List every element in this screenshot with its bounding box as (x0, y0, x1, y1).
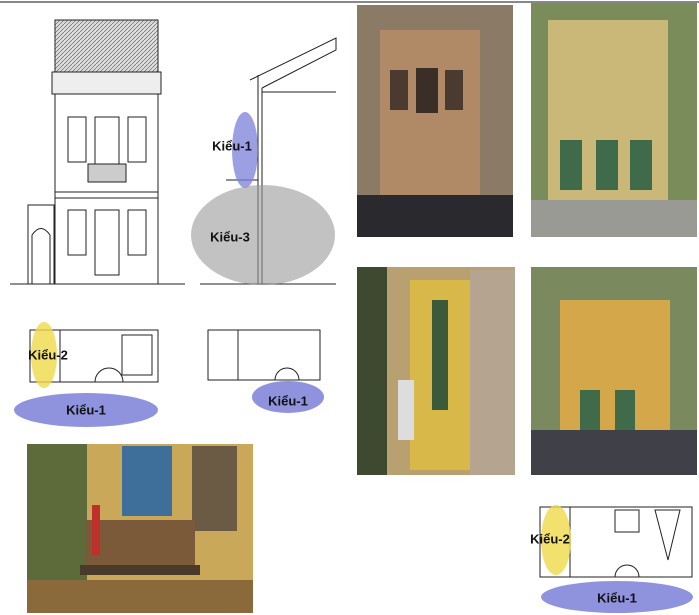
label: Kiểu-1 (212, 138, 252, 153)
highlight-ellipse (541, 581, 693, 613)
label: Kiểu-1 (268, 393, 308, 408)
label: Kiểu-2 (28, 347, 68, 362)
highlight-ellipse (191, 185, 335, 285)
highlight-ellipse (31, 322, 57, 388)
highlight-ellipse (14, 393, 158, 427)
highlight-ellipse (252, 381, 324, 413)
label: Kiểu-2 (530, 531, 570, 546)
label: Kiểu-1 (66, 402, 106, 417)
photo-street-1 (357, 5, 513, 237)
highlight-ellipse (232, 112, 258, 188)
photo-corner-house (531, 267, 697, 475)
photo-alley (357, 267, 515, 475)
photo-balcony (27, 444, 253, 613)
photo-street-2 (531, 3, 697, 237)
plan-middle (207, 329, 321, 381)
highlight-ellipse (541, 505, 571, 575)
elevation-drawing (10, 19, 185, 285)
label: Kiểu-3 (210, 229, 250, 244)
plan-left (29, 329, 159, 383)
label: Kiểu-1 (597, 590, 637, 605)
